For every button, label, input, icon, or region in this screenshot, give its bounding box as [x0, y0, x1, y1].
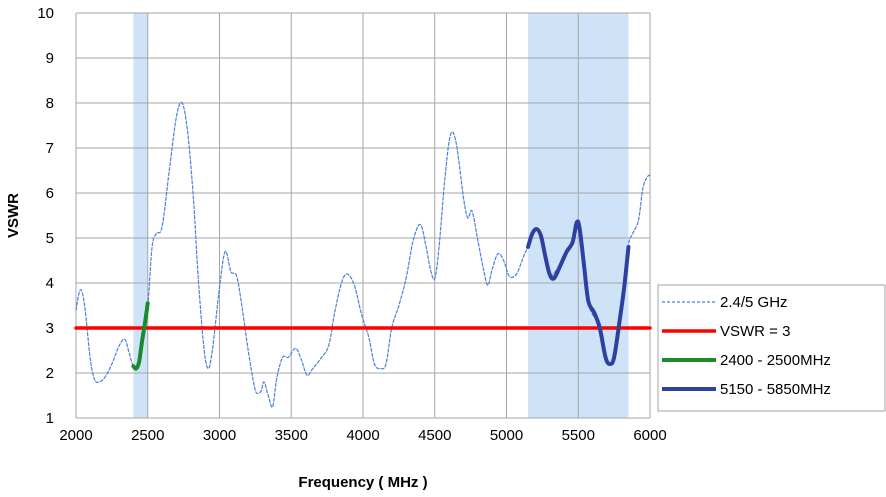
tick-labels: 2000 2500 3000 3500 4000 4500 5000 5500 6000 1 2 3 4…	[37, 5, 666, 444]
legend-label-2: VSWR = 3	[720, 323, 790, 340]
x-tick-label: 4500	[418, 427, 451, 444]
legend: 2.4/5 GHz VSWR = 3 2400 - 2500MHz 5150 - 58…	[657, 284, 886, 412]
y-tick-label: 8	[46, 95, 54, 112]
y-tick-label: 7	[46, 140, 54, 157]
x-axis-title: Frequency ( MHz )	[298, 474, 427, 491]
series-line-4	[526, 219, 631, 367]
x-tick-label: 4000	[346, 427, 379, 444]
shaded-bands	[133, 13, 629, 418]
series-layer	[74, 101, 652, 408]
x-tick-label: 2500	[131, 427, 164, 444]
x-tick-label: 2000	[59, 427, 92, 444]
legend-label-3: 2400 - 2500MHz	[720, 352, 831, 369]
y-tick-label: 9	[46, 50, 54, 67]
y-tick-label: 4	[46, 275, 54, 292]
legend-label-4: 5150 - 5850MHz	[720, 381, 831, 398]
gridlines	[75, 12, 651, 419]
x-tick-label: 5500	[562, 427, 595, 444]
x-tick-label: 5000	[490, 427, 523, 444]
y-tick-label: 3	[46, 320, 54, 337]
series-line-3	[131, 301, 150, 371]
y-tick-label: 5	[46, 230, 54, 247]
y-tick-label: 6	[46, 185, 54, 202]
y-tick-label: 2	[46, 365, 54, 382]
x-tick-label: 3500	[275, 427, 308, 444]
y-tick-label: 1	[46, 410, 54, 427]
x-tick-label: 3000	[203, 427, 236, 444]
legend-label-1: 2.4/5 GHz	[720, 294, 788, 311]
y-axis-title: VSWR	[5, 193, 22, 238]
y-tick-label: 10	[37, 5, 54, 22]
x-tick-label: 6000	[633, 427, 666, 444]
